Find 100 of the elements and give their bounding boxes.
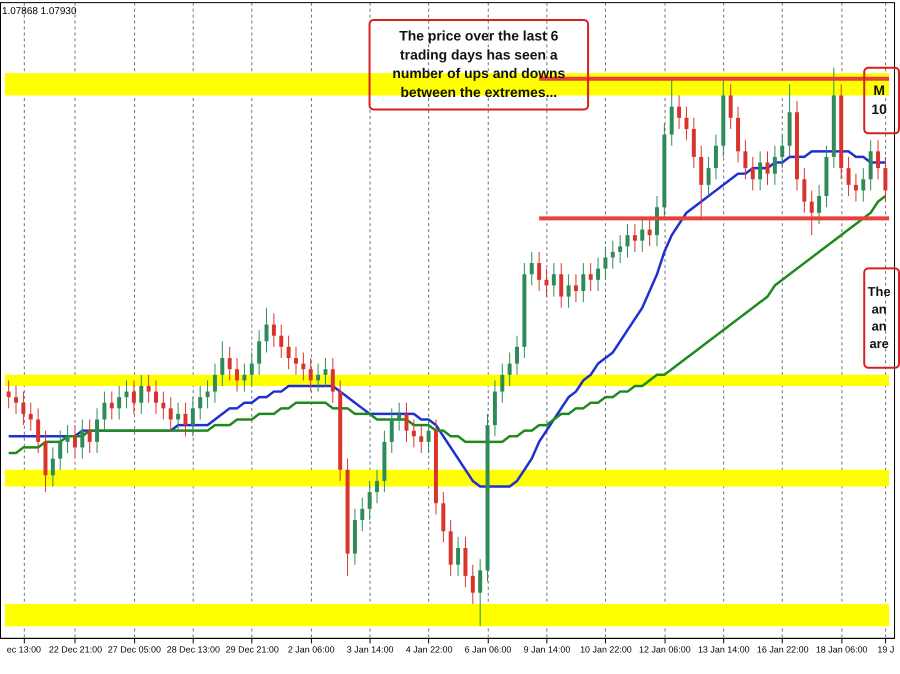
candlestick	[426, 418, 431, 454]
x-tick-label: 3 Jan 14:00	[346, 644, 394, 654]
candlestick	[544, 268, 548, 298]
candlestick	[154, 380, 158, 414]
candlestick	[632, 223, 637, 252]
candlestick	[817, 184, 822, 224]
candlestick	[478, 558, 482, 627]
candlestick	[206, 380, 210, 409]
x-tick-label: 28 Dec 13:00	[166, 644, 220, 654]
candlestick	[95, 408, 100, 454]
candlestick	[110, 391, 114, 420]
candlestick	[220, 340, 224, 386]
candlestick	[706, 156, 711, 197]
candlestick	[648, 218, 652, 247]
candlestick	[124, 380, 129, 409]
x-tick-label: 6 Jan 06:00	[464, 644, 512, 654]
candlestick	[677, 94, 682, 130]
candlestick	[161, 391, 166, 420]
candlestick	[301, 352, 306, 381]
candlestick	[854, 173, 858, 202]
x-tick-label: 16 Jan 22:00	[756, 644, 809, 654]
candlestick	[566, 274, 571, 308]
candlestick	[279, 324, 284, 359]
candlestick	[368, 480, 372, 521]
x-tick-label: 18 Jan 06:00	[816, 644, 868, 654]
x-tick-label: 13 Jan 14:00	[698, 644, 750, 654]
candlestick	[146, 374, 151, 404]
candlestick	[58, 430, 62, 470]
candlestick	[212, 363, 217, 404]
candlestick	[500, 363, 504, 404]
candlestick	[552, 262, 556, 298]
candlestick	[323, 358, 328, 386]
x-tick-label: ec 13:00	[6, 644, 42, 654]
text: 1.07868 1.07930	[2, 6, 77, 18]
candlestick	[250, 352, 254, 386]
candlestick	[132, 380, 136, 414]
candlestick	[404, 402, 408, 442]
candlestick	[618, 234, 622, 264]
candlestick	[257, 330, 262, 376]
candlestick	[183, 402, 188, 437]
candlestick	[308, 358, 313, 392]
candlestick	[14, 385, 18, 414]
candlestick	[72, 424, 77, 460]
candlestick	[360, 497, 364, 532]
candlestick	[780, 134, 784, 169]
candlestick	[626, 223, 630, 258]
candlestick	[574, 274, 578, 303]
x-tick-label: 22 Dec 21:00	[48, 644, 102, 654]
candlestick	[603, 246, 608, 280]
candlestick	[876, 140, 880, 180]
candlestick	[456, 536, 460, 576]
candlestick	[750, 156, 755, 191]
candlestick	[743, 140, 748, 180]
candlestick	[294, 346, 298, 376]
candlestick	[397, 402, 402, 432]
candlestick	[508, 352, 512, 386]
candlestick	[846, 156, 851, 197]
candlestick	[198, 385, 202, 420]
candlestick	[810, 190, 814, 236]
candlestick	[190, 396, 195, 437]
annotation: M 10	[871, 82, 888, 117]
candlestick	[390, 408, 394, 454]
x-tick-label: 29 Dec 21:00	[226, 644, 279, 654]
candlestick	[50, 446, 55, 488]
candlestick	[330, 358, 335, 404]
candlestick	[316, 363, 320, 392]
candlestick	[80, 418, 84, 460]
candlestick	[610, 240, 615, 270]
candlestick	[117, 385, 122, 420]
candlestick	[176, 402, 180, 432]
candlestick	[596, 256, 600, 292]
x-tick-label: 2 Jan 06:00	[288, 644, 335, 654]
candlestick	[375, 469, 380, 504]
candlestick	[242, 363, 246, 392]
annotation: The an an are	[868, 284, 891, 352]
x-tick-label: 27 Dec 05:00	[108, 644, 162, 654]
candlestick	[235, 358, 240, 392]
candlestick	[66, 424, 70, 454]
candlestick	[766, 150, 770, 186]
candlestick	[470, 564, 475, 604]
candlestick	[286, 335, 291, 370]
candlestick	[264, 307, 268, 353]
x-tick-label: 19 J	[877, 644, 894, 654]
candlestick	[758, 150, 762, 191]
candlestick	[515, 335, 519, 376]
candlestick	[21, 391, 26, 426]
x-tick-label: 9 Jan 14:00	[524, 644, 570, 654]
candlestick	[883, 156, 888, 202]
candlestick	[412, 418, 416, 448]
x-tick-label: 12 Jan 06:00	[639, 644, 691, 654]
candlestick	[714, 134, 718, 180]
candlestick	[139, 374, 144, 414]
candlestick	[861, 168, 866, 202]
candlestick	[559, 262, 564, 308]
candlestick	[802, 168, 806, 214]
candlestick	[88, 418, 92, 454]
candlestick	[588, 262, 593, 292]
candlestick	[684, 106, 688, 141]
candlestick	[102, 391, 106, 432]
candlestick	[228, 346, 232, 381]
